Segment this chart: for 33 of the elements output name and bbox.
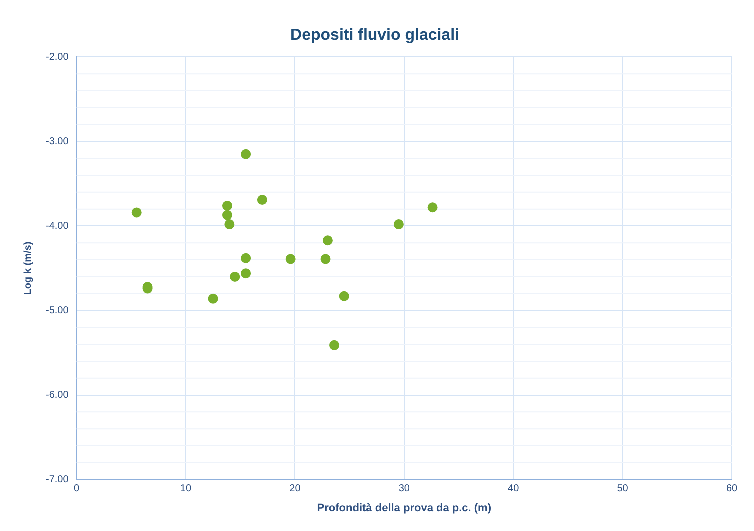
point: [224, 220, 235, 230]
y-tick-label: -2.00: [46, 52, 70, 63]
x-tick-label: 10: [180, 484, 192, 495]
x-tick-label: 50: [617, 484, 629, 495]
x-tick-label: 40: [508, 484, 520, 495]
point: [286, 254, 296, 264]
y-axis-title: Log k (m/s): [22, 242, 34, 296]
point: [322, 236, 333, 246]
y-tick-label: -6.00: [46, 390, 70, 402]
y-tick-label: -7.00: [46, 474, 70, 486]
x-tick-label: 20: [290, 484, 302, 495]
point: [257, 195, 268, 206]
point: [241, 253, 252, 264]
x-tick-label: 60: [726, 484, 738, 495]
point: [222, 210, 232, 220]
chart-title: Depositi fluvio glaciali: [290, 27, 460, 44]
point: [132, 208, 142, 218]
point: [208, 294, 218, 304]
point: [320, 254, 331, 264]
point: [428, 202, 438, 213]
point: [339, 291, 350, 302]
y-tick-label: -5.00: [46, 306, 70, 317]
x-axis-title: Profondità della prova da p.c. (m): [317, 502, 492, 514]
y-tick-label: -3.00: [46, 136, 70, 148]
x-tick-label: 30: [398, 484, 410, 495]
y-tick-label: -4.00: [46, 220, 70, 232]
point: [241, 149, 252, 160]
point: [230, 272, 240, 282]
point: [330, 340, 340, 350]
x-tick-label: 0: [74, 484, 80, 495]
point: [222, 200, 232, 211]
point: [241, 268, 252, 279]
point: [394, 220, 404, 230]
